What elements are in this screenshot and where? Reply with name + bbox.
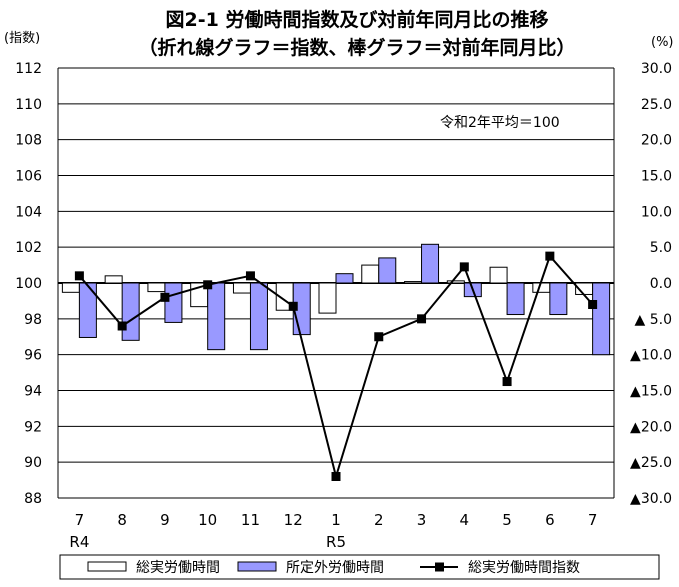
x-tick-label: 12 — [284, 511, 303, 529]
overtime-bar — [121, 282, 140, 341]
right-tick-label: ▲ 5.0 — [635, 312, 672, 328]
left-tick-label: 110 — [15, 97, 42, 113]
x-tick-label: 5 — [502, 511, 512, 529]
right-tick-label: 15.0 — [641, 169, 672, 185]
left-tick-label: 106 — [15, 169, 42, 185]
index-marker — [459, 262, 469, 272]
overtime-bar — [592, 282, 611, 356]
index-marker — [331, 472, 341, 481]
left-tick-label: 92 — [24, 419, 42, 435]
total-hours-bar — [404, 281, 423, 284]
overtime-bar — [421, 243, 440, 284]
overtime-bar — [78, 282, 97, 338]
left-tick-label: 112 — [15, 61, 42, 77]
x-tick-label: 3 — [417, 511, 427, 529]
left-tick-label: 94 — [24, 384, 42, 400]
left-tick-label: 104 — [15, 204, 42, 220]
legend-box — [59, 554, 660, 580]
overtime-bar — [335, 273, 354, 284]
index-marker — [203, 280, 213, 290]
line-layer — [74, 251, 598, 481]
left-tick-label: 88 — [24, 491, 42, 507]
legend-swatch — [237, 561, 277, 572]
left-tick-label: 98 — [24, 312, 42, 328]
x-tick-label: 7 — [75, 511, 85, 529]
left-tick-label: 90 — [24, 455, 42, 471]
right-tick-label: 10.0 — [641, 204, 672, 220]
left-tick-label: 100 — [15, 276, 42, 292]
right-tick-label: 30.0 — [641, 61, 672, 77]
overtime-bar — [249, 282, 268, 351]
chart-subtitle: （折れ線グラフ＝指数、棒グラフ＝対前年同月比） — [138, 36, 575, 59]
right-tick-label: ▲20.0 — [630, 419, 672, 435]
total-hours-bar — [446, 280, 465, 284]
year-label: R4 — [69, 533, 89, 551]
right-tick-label: ▲10.0 — [630, 348, 672, 364]
x-tick-label: 8 — [117, 511, 127, 529]
annotation-base: 令和2年平均＝100 — [440, 115, 560, 131]
left-tick-label: 108 — [15, 133, 42, 149]
x-tick-label: 9 — [160, 511, 170, 529]
index-marker — [502, 377, 512, 387]
index-marker — [74, 271, 84, 281]
overtime-bar — [164, 282, 183, 323]
chart-title: 図2-1 労働時間指数及び対前年同月比の推移 — [166, 8, 549, 31]
legend-layer: 総実労働時間 所定外労働時間 総実労働時間指数 — [59, 554, 660, 580]
overtime-bar — [549, 282, 568, 316]
x-tick-label: 11 — [241, 511, 260, 529]
left-tick-label: 96 — [24, 348, 42, 364]
left-axis-label: (指数) — [4, 31, 40, 46]
index-marker — [288, 301, 298, 311]
total-hours-bar — [104, 275, 123, 284]
index-marker — [117, 321, 127, 331]
index-marker — [417, 314, 427, 324]
overtime-bar — [378, 257, 397, 284]
index-marker — [245, 271, 255, 281]
total-hours-bar — [147, 282, 166, 293]
x-tick-label: 6 — [545, 511, 555, 529]
total-hours-bar — [489, 266, 508, 284]
x-tick-label: 1 — [331, 511, 341, 529]
total-hours-bar — [361, 264, 380, 284]
index-marker — [545, 251, 555, 261]
legend-label: 総実労働時間指数 — [468, 560, 580, 576]
index-marker — [374, 332, 384, 342]
legend-label: 総実労働時間 — [136, 560, 220, 576]
right-tick-label: ▲30.0 — [630, 491, 672, 507]
right-axis-label: (%) — [651, 35, 674, 50]
legend-swatch — [87, 561, 127, 572]
right-tick-label: ▲15.0 — [630, 384, 672, 400]
x-tick-label: 7 — [588, 511, 598, 529]
right-tick-label: 5.0 — [650, 240, 672, 256]
right-tick-label: 25.0 — [641, 97, 672, 113]
total-hours-bar — [318, 282, 337, 314]
index-marker — [588, 300, 598, 309]
total-hours-bar — [61, 282, 80, 293]
year-label: R5 — [326, 533, 346, 551]
left-tick-label: 102 — [15, 240, 42, 256]
total-hours-bar — [232, 282, 251, 294]
legend-label: 所定外労働時間 — [286, 560, 384, 576]
total-hours-bar — [532, 282, 551, 293]
overtime-bar — [207, 282, 226, 351]
right-tick-label: 0.0 — [650, 276, 672, 292]
index-marker — [160, 292, 170, 302]
right-tick-label: ▲25.0 — [630, 455, 672, 471]
legend-marker — [435, 562, 444, 572]
x-tick-label: 4 — [460, 511, 470, 529]
bar-layer — [61, 243, 611, 356]
x-tick-label: 10 — [198, 511, 217, 529]
right-tick-label: 20.0 — [641, 133, 672, 149]
x-tick-label: 2 — [374, 511, 384, 529]
overtime-bar — [506, 282, 525, 316]
